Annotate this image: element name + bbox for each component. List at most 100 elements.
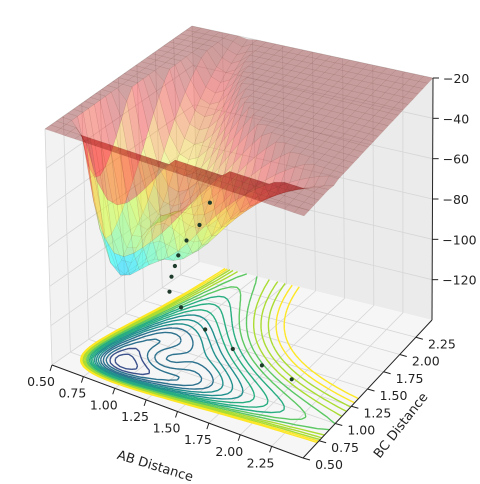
surface-patch [290,132,307,142]
trajectory-point [230,346,235,352]
surface-patch [334,138,350,148]
surface-patch [105,233,122,269]
surface-patch [334,125,351,135]
surface-patch [184,170,201,180]
surface-patch [230,51,247,64]
surface-patch [142,199,159,224]
surface-patch [278,195,295,205]
x-tick-label: 2.25 [247,455,275,470]
surface-patch [358,138,374,148]
surface-patch [174,159,192,215]
surface-patch [121,247,137,263]
surface-patch [211,127,227,156]
surface-patch [313,175,330,187]
surface-patch [325,110,342,119]
surface-patch [189,214,205,229]
surface-patch [338,146,355,156]
surface-patch [113,252,131,276]
surface-patch [354,118,370,127]
surface-patch [349,123,365,132]
surface-patch [219,136,235,167]
surface-patch [153,167,170,203]
surface-patch [100,141,118,206]
surface-patch [286,125,302,134]
surface-patch [348,136,365,145]
surface-patch [329,143,345,153]
surface-patch [126,235,143,249]
surface-patch [398,96,414,105]
surface-patch [197,44,213,51]
surface-patch [285,137,301,147]
surface-patch [278,45,295,53]
surface-patch [360,87,377,96]
surface-patch [126,195,144,254]
surface-patch [305,63,321,71]
surface-patch [159,222,175,246]
surface-patch [194,98,211,117]
surface-patch [280,74,296,83]
surface-patch [180,199,196,211]
y-tick-mark [335,423,343,426]
surface-patch [393,102,409,111]
surface-patch [338,159,354,169]
surface-patch [233,65,249,83]
surface-patch [343,154,359,164]
surface-patch [154,161,171,170]
surface-patch [231,88,246,112]
surface-patch [311,113,327,122]
surface-patch [258,52,275,60]
surface-patch [353,144,369,153]
surface-patch [253,57,269,65]
surface-patch [244,189,261,207]
y-tick-mark [399,354,407,357]
surface-patch [246,72,263,80]
surface-patch [373,110,390,119]
surface-patch [255,161,272,187]
surface-patch [341,83,358,92]
surface-patch [337,76,354,85]
surface-patch [301,110,317,119]
surface-patch [195,177,211,200]
surface-patch [376,72,392,81]
surface-patch [264,88,280,97]
surface-patch [338,64,355,73]
surface-patch [131,82,149,148]
surface-patch [191,48,208,59]
surface-patch [141,222,157,237]
surface-patch [149,157,166,178]
surface-patch [195,57,212,88]
contour-level [88,295,285,414]
surface-patch [257,63,273,71]
surface-patch [172,189,189,207]
surface-patch [280,130,297,139]
surface-patch [371,77,387,86]
surface-patch [239,102,255,120]
surface-patch [148,258,164,266]
surface-patch [287,100,304,109]
surface-patch [193,225,209,243]
surface-patch [212,42,228,59]
surface-patch [254,46,271,54]
surface-patch [266,132,282,149]
surface-patch [134,154,151,163]
surface-patch [171,213,188,252]
surface-patch [304,176,320,189]
surface-patch [288,198,305,208]
surface-patch [365,82,382,91]
surface-patch [217,191,234,220]
surface-patch [133,71,150,80]
surface-patch [189,110,205,131]
x-tick-label: 0.50 [27,374,55,389]
surface-patch [229,61,245,80]
surface-patch [118,73,135,81]
surface-patch [94,99,112,167]
surface-patch [137,212,154,230]
surface-patch [197,133,214,159]
surface-patch [158,150,175,187]
surface-patch [179,162,196,172]
surface-patch [245,83,262,92]
y-tick-mark [302,457,311,461]
surface-patch [240,204,256,213]
surface-patch [169,64,186,106]
surface-patch [298,91,314,99]
